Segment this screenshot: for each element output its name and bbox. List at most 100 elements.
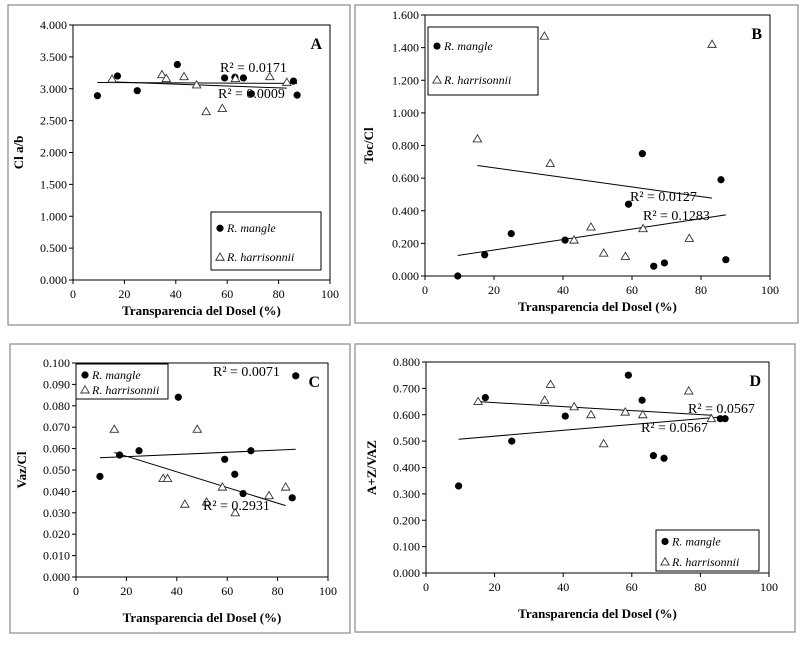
data-point-harrisonnii bbox=[706, 413, 717, 423]
legend-marker-mangle bbox=[216, 224, 224, 232]
data-point-harrisonnii bbox=[539, 31, 550, 40]
data-point-mangle bbox=[113, 72, 122, 80]
y-tick-label: 0.400 bbox=[392, 204, 419, 218]
legend-label: R. harrisonnii bbox=[91, 383, 159, 397]
y-axis-label: Toc/Cl bbox=[361, 127, 376, 164]
data-point-harrisonnii bbox=[683, 385, 694, 395]
y-tick-label: 1.000 bbox=[392, 106, 419, 120]
legend-marker-mangle bbox=[433, 42, 441, 50]
data-point-harrisonnii bbox=[230, 507, 241, 517]
data-point-mangle bbox=[247, 90, 255, 98]
data-point-mangle bbox=[722, 256, 730, 264]
data-point-mangle bbox=[660, 454, 668, 462]
data-point-mangle bbox=[288, 494, 296, 502]
x-tick-label: 20 bbox=[118, 287, 130, 301]
data-point-harrisonnii bbox=[598, 438, 609, 448]
data-point-harrisonnii bbox=[620, 407, 631, 416]
data-point-mangle bbox=[292, 372, 300, 380]
data-point-mangle bbox=[561, 236, 569, 244]
legend-marker-harrisonnii bbox=[80, 384, 90, 394]
legend bbox=[75, 363, 169, 400]
x-tick-label: 100 bbox=[321, 287, 339, 301]
data-point-mangle bbox=[649, 452, 658, 460]
y-tick-label: 4.000 bbox=[40, 18, 67, 32]
y-axis-label: Cl a/b bbox=[11, 136, 26, 170]
y-tick-label: 0.800 bbox=[392, 139, 419, 153]
data-point-harrisonnii bbox=[585, 409, 596, 419]
y-tick-label: 0.010 bbox=[43, 549, 70, 563]
x-tick-label: 100 bbox=[760, 580, 778, 594]
x-tick-label: 0 bbox=[73, 584, 79, 598]
panel-letter: A bbox=[310, 36, 322, 53]
y-tick-label: 0.300 bbox=[393, 487, 420, 501]
data-point-harrisonnii bbox=[281, 77, 292, 86]
data-point-harrisonnii bbox=[162, 473, 173, 483]
legend bbox=[427, 26, 539, 96]
data-point-harrisonnii bbox=[539, 395, 550, 404]
y-tick-label: 0.000 bbox=[392, 269, 419, 283]
data-point-mangle bbox=[93, 92, 102, 100]
data-point-mangle bbox=[454, 272, 462, 280]
x-axis-label: Transparencia del Dosel (%) bbox=[123, 610, 282, 625]
y-tick-label: 3.000 bbox=[40, 82, 67, 96]
data-point-mangle bbox=[561, 412, 569, 420]
y-tick-label: 3.500 bbox=[40, 50, 67, 64]
legend-marker-harrisonnii bbox=[215, 252, 225, 261]
data-point-mangle bbox=[721, 415, 729, 423]
data-point-harrisonnii bbox=[598, 248, 609, 257]
panel-d: 0.000 0.100 0.200 0.300 0.400 0.500 0.600 0.700… bbox=[354, 343, 796, 633]
data-point-mangle bbox=[173, 60, 181, 69]
x-tick-label: 80 bbox=[695, 283, 707, 297]
y-axis-label: A+Z/VAZ bbox=[364, 440, 379, 495]
data-point-harrisonnii bbox=[156, 69, 167, 79]
data-point-harrisonnii bbox=[192, 424, 203, 433]
data-point-harrisonnii bbox=[545, 158, 556, 167]
y-tick-label: 0.100 bbox=[393, 540, 420, 554]
legend-label: R. mangle bbox=[671, 534, 721, 548]
y-tick-label: 0.500 bbox=[40, 241, 67, 255]
data-point-harrisonnii bbox=[179, 71, 190, 81]
y-tick-label: 1.200 bbox=[392, 73, 419, 87]
y-tick-label: 0.000 bbox=[40, 273, 67, 287]
y-tick-label: 0.060 bbox=[43, 442, 70, 456]
data-point-harrisonnii bbox=[569, 401, 580, 411]
legend-marker-harrisonnii bbox=[660, 556, 670, 566]
data-point-harrisonnii bbox=[585, 221, 596, 231]
data-point-harrisonnii bbox=[545, 379, 556, 388]
data-point-mangle bbox=[231, 470, 239, 478]
data-point-harrisonnii bbox=[230, 73, 241, 82]
y-tick-label: 1.000 bbox=[40, 209, 67, 223]
data-point-harrisonnii bbox=[161, 73, 172, 82]
x-tick-label: 20 bbox=[488, 283, 500, 297]
x-tick-label: 60 bbox=[221, 584, 233, 598]
x-tick-label: 40 bbox=[557, 580, 569, 594]
panel-letter: B bbox=[751, 26, 762, 43]
data-point-harrisonnii bbox=[472, 133, 483, 143]
x-tick-label: 0 bbox=[422, 283, 428, 297]
data-point-mangle bbox=[660, 259, 669, 267]
x-tick-label: 100 bbox=[761, 283, 779, 297]
data-point-harrisonnii bbox=[473, 396, 484, 406]
data-point-harrisonnii bbox=[638, 223, 649, 233]
legend-label: R. harrisonnii bbox=[671, 555, 739, 569]
legend bbox=[655, 529, 760, 572]
y-tick-label: 0.000 bbox=[393, 566, 420, 580]
data-point-mangle bbox=[481, 251, 489, 259]
data-point-harrisonnii bbox=[620, 251, 631, 260]
data-point-harrisonnii bbox=[179, 499, 190, 508]
x-tick-label: 20 bbox=[120, 584, 132, 598]
y-tick-label: 0.600 bbox=[392, 171, 419, 185]
trendline-harrisonnii bbox=[478, 401, 712, 416]
x-axis-label: Transparencia del Dosel (%) bbox=[518, 299, 677, 314]
legend bbox=[210, 211, 322, 271]
data-point-harrisonnii bbox=[264, 71, 275, 81]
legend-label: R. mangle bbox=[91, 368, 141, 382]
data-point-mangle bbox=[239, 74, 247, 82]
data-point-mangle bbox=[481, 394, 489, 402]
y-axis-label: Vaz/Cl bbox=[14, 451, 29, 488]
data-point-harrisonnii bbox=[191, 79, 202, 89]
data-point-harrisonnii bbox=[201, 106, 212, 116]
y-tick-label: 1.400 bbox=[392, 41, 419, 55]
data-point-mangle bbox=[133, 87, 141, 95]
